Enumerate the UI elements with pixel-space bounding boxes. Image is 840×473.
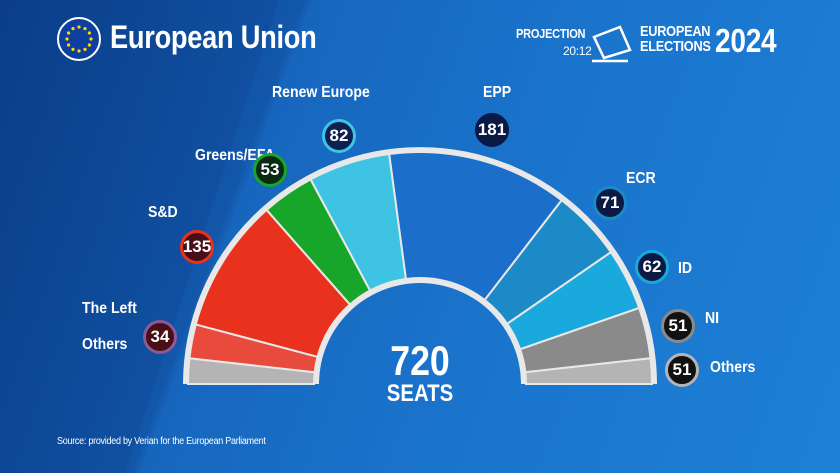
seat-count-badge: 51 bbox=[661, 309, 695, 343]
party-label: ID bbox=[678, 260, 693, 277]
total-seats: 720 SEATS bbox=[370, 340, 470, 406]
seat-count-badge: 51 bbox=[665, 353, 699, 387]
projection-label: PROJECTION bbox=[516, 26, 586, 41]
total-seats-label: SEATS bbox=[386, 380, 454, 407]
source-note: Source: provided by Verian for the Europ… bbox=[57, 436, 266, 447]
segment-epp-5 bbox=[388, 151, 564, 302]
party-label: NI bbox=[705, 310, 720, 327]
eu-flag-logo bbox=[57, 17, 101, 61]
seat-count-badge: 181 bbox=[475, 113, 509, 147]
party-label: S&D bbox=[148, 204, 178, 221]
seat-count-badge: 34 bbox=[143, 320, 177, 354]
party-label: ECR bbox=[626, 170, 656, 187]
elections-label: EUROPEAN ELECTIONS bbox=[640, 23, 711, 55]
page-title: European Union bbox=[110, 19, 317, 55]
seat-count-badge: 71 bbox=[593, 186, 627, 220]
seat-count-badge: 62 bbox=[635, 250, 669, 284]
party-label: Others bbox=[82, 336, 128, 353]
seat-count-badge: 53 bbox=[253, 153, 287, 187]
party-label: The Left bbox=[82, 300, 137, 317]
total-seats-number: 720 bbox=[390, 337, 450, 384]
projection-time: 20:12 bbox=[563, 44, 592, 58]
party-label: Others bbox=[710, 359, 756, 376]
seat-count-badge: 135 bbox=[180, 230, 214, 264]
party-label: Renew Europe bbox=[272, 84, 370, 101]
election-year: 2024 bbox=[715, 22, 777, 59]
seat-count-badge: 82 bbox=[322, 119, 356, 153]
segment-others-9 bbox=[524, 357, 654, 385]
party-label: EPP bbox=[483, 84, 512, 101]
